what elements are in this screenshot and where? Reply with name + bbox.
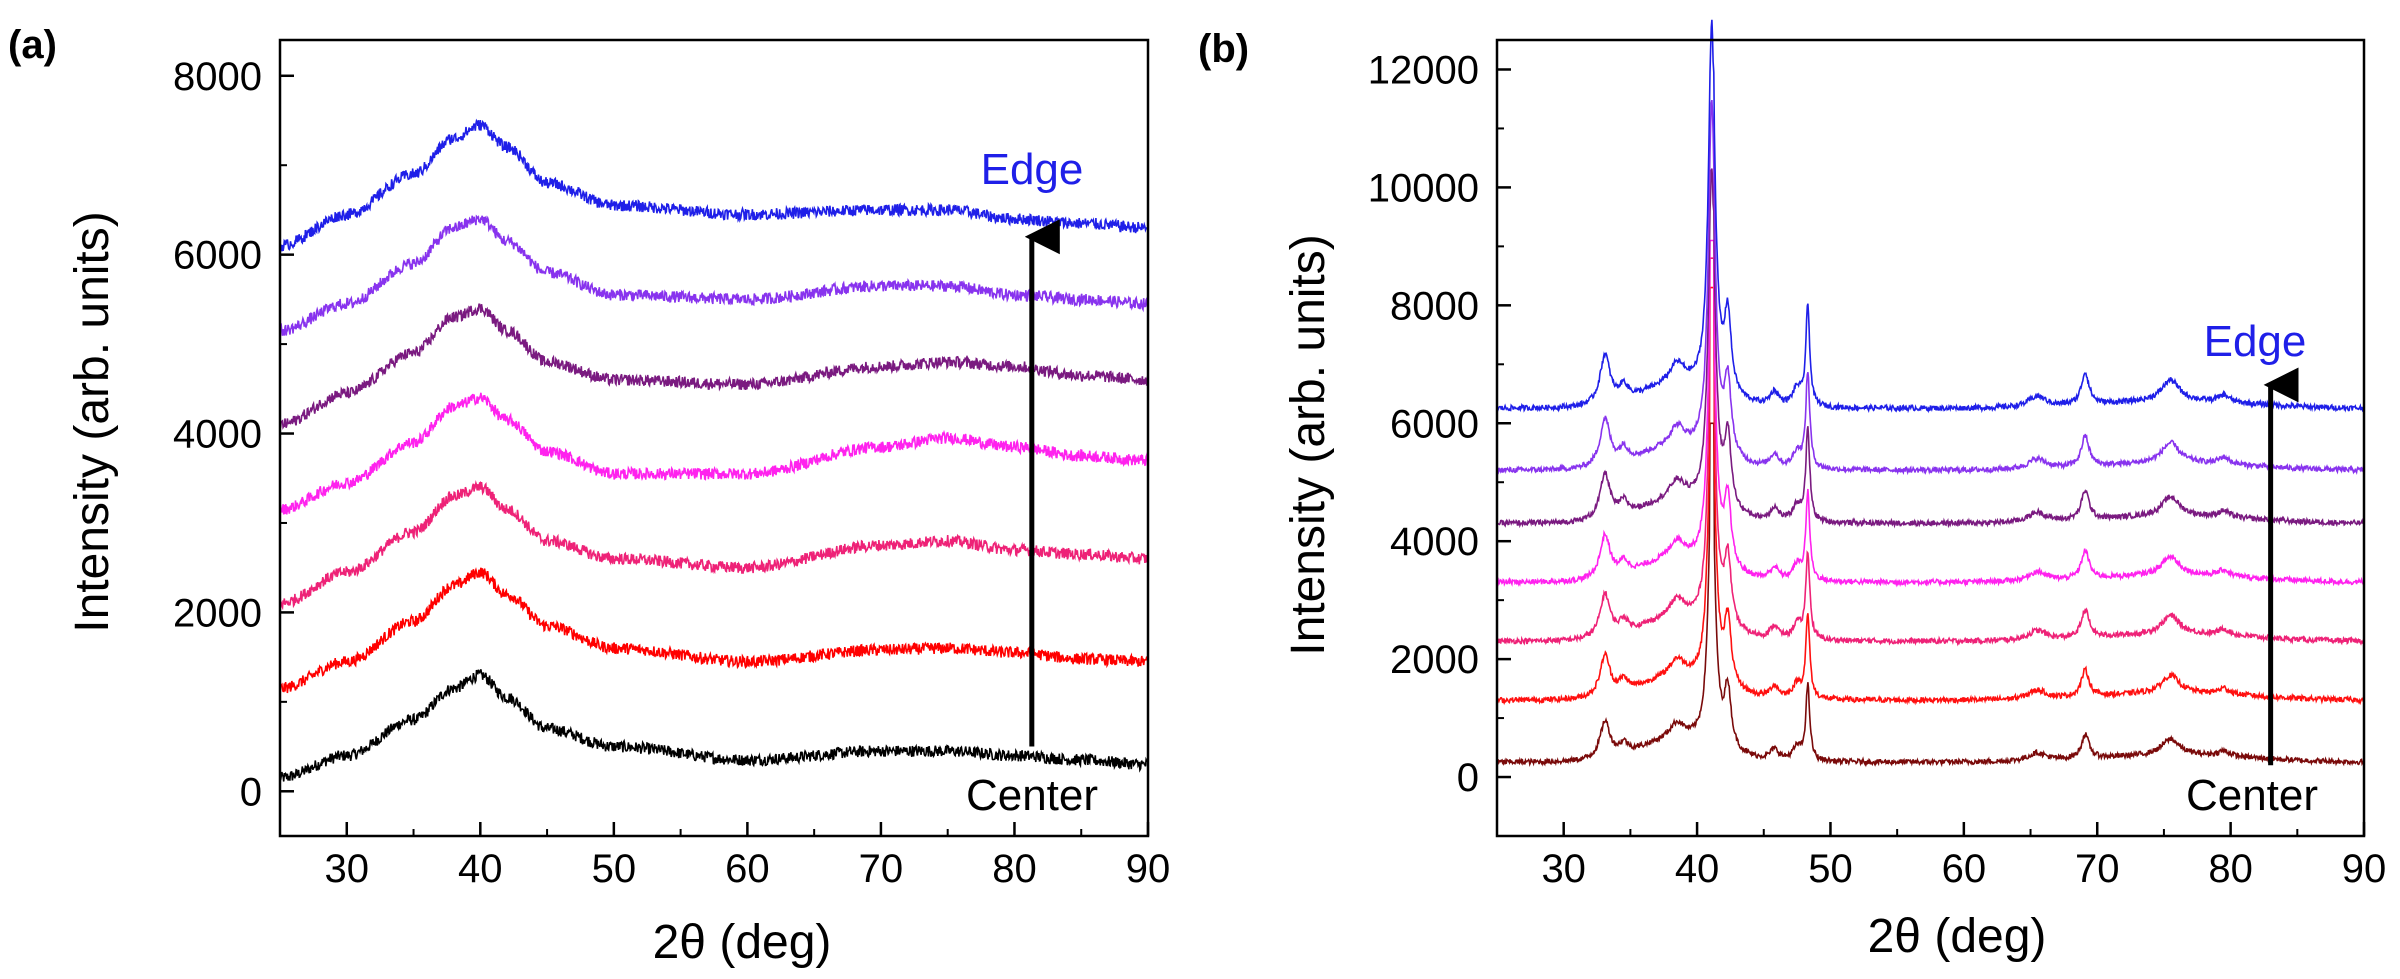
- y-tick-label-b: 12000: [1368, 48, 1479, 92]
- y-tick-label-b: 4000: [1390, 520, 1479, 564]
- series-line-b-6: [1496, 99, 2365, 476]
- y-tick-label-a: 2000: [173, 591, 262, 635]
- x-tick-label-a: 40: [458, 847, 503, 891]
- y-tick-label-a: 8000: [173, 55, 262, 99]
- x-tick-label-a: 90: [1126, 847, 1171, 891]
- panel-b-edge-label: Edge: [2204, 317, 2307, 366]
- panel-b-series-group: [1496, 19, 2365, 768]
- series-line-a-2: [279, 567, 1149, 694]
- x-tick-label-b: 80: [2208, 847, 2253, 891]
- panel-label-b: (b): [1198, 27, 1249, 71]
- panel-a-y-axis-title: Intensity (arb. units): [66, 211, 119, 633]
- panel-a-x-axis-title: 2θ (deg): [653, 916, 832, 969]
- panel-b-y-axis-title: Intensity (arb. units): [1282, 234, 1335, 656]
- x-tick-label-a: 30: [325, 847, 370, 891]
- panel-a-axis-ticks: 30 40 50 60 70 80 90 0 2000 4000 6000 8000: [173, 55, 1170, 891]
- y-tick-label-a: 4000: [173, 413, 262, 457]
- panel-b: (b) 30 40 50 60 70 80 90 0 2000 4000 6000 8000 10000…: [1198, 19, 2386, 963]
- x-tick-label-b: 40: [1675, 847, 1720, 891]
- x-tick-label-a: 70: [859, 847, 904, 891]
- panel-b-axis-ticks: 30 40 50 60 70 80 90 0 2000 4000 6000 8000 10000 1200…: [1368, 48, 2386, 891]
- series-line-a-7: [279, 118, 1149, 252]
- series-line-b-5: [1496, 168, 2365, 529]
- panel-a: (a) 30 40 50 60 70 80 90 0 2000 4000 6000 8000 2θ (…: [8, 23, 1170, 969]
- x-tick-label-b: 70: [2075, 847, 2120, 891]
- y-tick-label-b: 10000: [1368, 166, 1479, 210]
- y-tick-label-b: 0: [1457, 756, 1479, 800]
- x-tick-label-a: 50: [592, 847, 637, 891]
- series-line-b-7: [1496, 19, 2365, 414]
- series-line-b-2: [1496, 286, 2365, 706]
- series-line-a-3: [279, 479, 1149, 611]
- panel-a-series-group: [279, 118, 1149, 782]
- x-tick-label-b: 90: [2342, 847, 2387, 891]
- panel-b-center-label: Center: [2186, 771, 2318, 820]
- x-tick-label-b: 60: [1942, 847, 1987, 891]
- series-line-a-1: [279, 669, 1149, 782]
- x-tick-label-b: 30: [1541, 847, 1586, 891]
- x-tick-label-b: 50: [1808, 847, 1853, 891]
- series-line-b-1: [1496, 422, 2365, 768]
- panel-b-plot-frame: [1495, 38, 2366, 838]
- x-tick-label-a: 60: [725, 847, 770, 891]
- y-tick-label-b: 2000: [1390, 638, 1479, 682]
- series-line-b-3: [1496, 257, 2365, 647]
- panel-b-x-axis-title: 2θ (deg): [1868, 910, 2047, 963]
- series-line-a-6: [279, 214, 1149, 336]
- panel-a-plot-frame: [278, 38, 1150, 838]
- y-tick-label-a: 0: [240, 770, 262, 814]
- panel-a-edge-label: Edge: [981, 145, 1084, 194]
- series-line-a-4: [279, 392, 1149, 515]
- y-tick-label-b: 6000: [1390, 402, 1479, 446]
- y-tick-label-a: 6000: [173, 234, 262, 278]
- x-tick-label-a: 80: [992, 847, 1037, 891]
- y-tick-label-b: 8000: [1390, 284, 1479, 328]
- series-line-b-4: [1496, 239, 2365, 588]
- panel-label-a: (a): [8, 23, 57, 67]
- series-line-a-5: [279, 303, 1149, 430]
- panel-a-center-label: Center: [966, 771, 1098, 820]
